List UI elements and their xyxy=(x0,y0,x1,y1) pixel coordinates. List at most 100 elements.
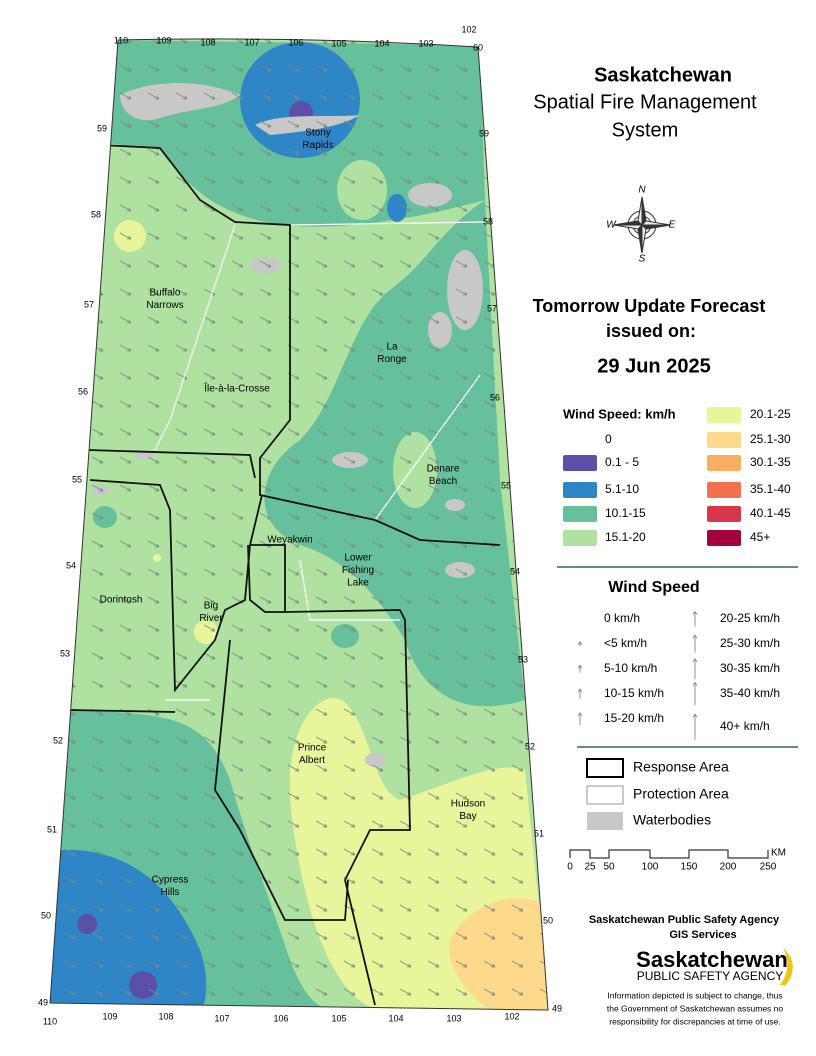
longitude-label: 107 xyxy=(214,1013,229,1023)
longitude-label: 49 xyxy=(38,997,48,1007)
place-label: Lower xyxy=(344,553,372,564)
latitude-label: 56 xyxy=(490,392,500,402)
compass-letter: E xyxy=(669,220,676,231)
boundary-swatch xyxy=(586,785,624,805)
legend-swatch xyxy=(707,530,741,546)
longitude-label: 103 xyxy=(418,38,433,48)
boundary-label: Waterbodies xyxy=(633,812,711,828)
scale-label: 25 xyxy=(584,862,596,873)
title: Spatial Fire Management xyxy=(533,91,757,113)
latitude-label: 59 xyxy=(479,128,489,138)
province-outline xyxy=(49,38,549,1011)
place-label: Île-à-la-Crosse xyxy=(203,382,270,395)
latitude-label: 55 xyxy=(72,474,82,484)
longitude-label: 110 xyxy=(114,35,128,45)
longitude-label: 104 xyxy=(388,1013,403,1023)
legend-label: 45+ xyxy=(750,530,770,544)
agency-name: Saskatchewan Public Safety Agency xyxy=(589,914,780,926)
arrow-symbol xyxy=(692,681,698,706)
place-label: Fishing xyxy=(342,565,374,576)
longitude-label: 106 xyxy=(273,1013,288,1023)
disclaimer: the Government of Saskatchewan assumes n… xyxy=(607,1003,784,1013)
latitude-label: 50 xyxy=(41,910,51,920)
logo-mark xyxy=(780,948,793,985)
arrow-legend-label: 35-40 km/h xyxy=(720,686,780,700)
place-label: Beach xyxy=(429,476,457,487)
place-label: Big xyxy=(204,601,218,612)
forecast-date: 29 Jun 2025 xyxy=(597,355,710,377)
arrow-legend-label: 40+ km/h xyxy=(720,719,770,733)
logo-subtext: PUBLIC SAFETY AGENCY xyxy=(637,969,784,983)
legend-swatch xyxy=(563,530,597,546)
legend-swatch xyxy=(707,506,741,522)
legend-label: 0.1 - 5 xyxy=(605,455,639,469)
place-label: Stony xyxy=(305,128,331,139)
forecast-heading: issued on: xyxy=(606,321,696,341)
place-label: Bay xyxy=(459,811,476,822)
place-label: Weyakwin xyxy=(267,535,312,546)
longitude-label: 107 xyxy=(244,37,259,47)
latitude-label: 51 xyxy=(47,824,57,834)
disclaimer: responsibility for discrepancies at time… xyxy=(609,1016,781,1026)
legend-swatch xyxy=(563,482,597,498)
place-label: Rapids xyxy=(302,140,333,151)
longitude-label: 102 xyxy=(461,24,476,34)
place-label: Cypress xyxy=(152,875,189,886)
legend-label: 30.1-35 xyxy=(750,455,791,469)
arrow-symbol xyxy=(692,713,698,740)
longitude-label: 102 xyxy=(504,1011,519,1021)
legend-swatch xyxy=(707,482,741,498)
boundary-label: Protection Area xyxy=(633,786,729,802)
longitude-label: 104 xyxy=(374,38,389,48)
legend-swatch xyxy=(707,432,741,448)
longitude-label: 49 xyxy=(552,1003,562,1013)
legend-swatch xyxy=(563,506,597,522)
boundary-swatch xyxy=(586,758,624,778)
compass-letter: S xyxy=(639,254,646,265)
place-label: Narrows xyxy=(146,300,183,311)
legend-title: Wind Speed: km/h xyxy=(563,406,676,421)
disclaimer: Information depicted is subject to chang… xyxy=(607,990,782,1000)
place-label: La xyxy=(386,342,398,353)
latitude-label: 54 xyxy=(66,560,76,570)
longitude-label: 106 xyxy=(288,37,303,47)
latitude-label: 57 xyxy=(84,299,94,309)
latitude-label: 57 xyxy=(487,303,497,313)
longitude-label: 109 xyxy=(102,1011,117,1021)
place-label: Denare xyxy=(427,464,460,475)
place-label: Dorintosh xyxy=(100,595,143,606)
latitude-label: 56 xyxy=(78,386,88,396)
legend-label: 35.1-40 xyxy=(750,482,791,496)
latitude-label: 58 xyxy=(91,209,101,219)
legend-label: 20.1-25 xyxy=(750,407,791,421)
longitude-label: 108 xyxy=(158,1011,173,1021)
arrow-legend-label: 0 km/h xyxy=(604,611,640,625)
place-label: Hills xyxy=(161,887,180,898)
legend-swatch xyxy=(563,455,597,471)
arrow-legend-label: 25-30 km/h xyxy=(720,636,780,650)
arrow-symbol xyxy=(577,688,583,699)
latitude-label: 53 xyxy=(518,654,528,664)
latitude-label: 52 xyxy=(53,735,63,745)
legend-label: 40.1-45 xyxy=(750,506,791,520)
latitude-label: 55 xyxy=(501,480,511,490)
place-label: Buffalo xyxy=(150,288,181,299)
wind-arrows xyxy=(50,38,548,1010)
compass-rose xyxy=(613,196,671,254)
legend-label: 25.1-30 xyxy=(750,432,791,446)
latitude-label: 50 xyxy=(543,915,553,925)
longitude-label: 109 xyxy=(156,35,171,45)
longitude-label: 105 xyxy=(331,38,346,48)
scale-label: 50 xyxy=(603,862,615,873)
scale-label: 0 xyxy=(567,862,573,873)
longitude-label: 103 xyxy=(446,1013,461,1023)
latitude-label: 53 xyxy=(60,648,70,658)
logo-text: Saskatchewan xyxy=(636,947,788,972)
arrow-symbol xyxy=(692,634,698,653)
arrow-legend-label: 20-25 km/h xyxy=(720,611,780,625)
scale-label: 100 xyxy=(642,862,659,873)
response-areas xyxy=(69,144,501,1006)
scale-label: 200 xyxy=(720,862,737,873)
title: System xyxy=(612,119,679,141)
